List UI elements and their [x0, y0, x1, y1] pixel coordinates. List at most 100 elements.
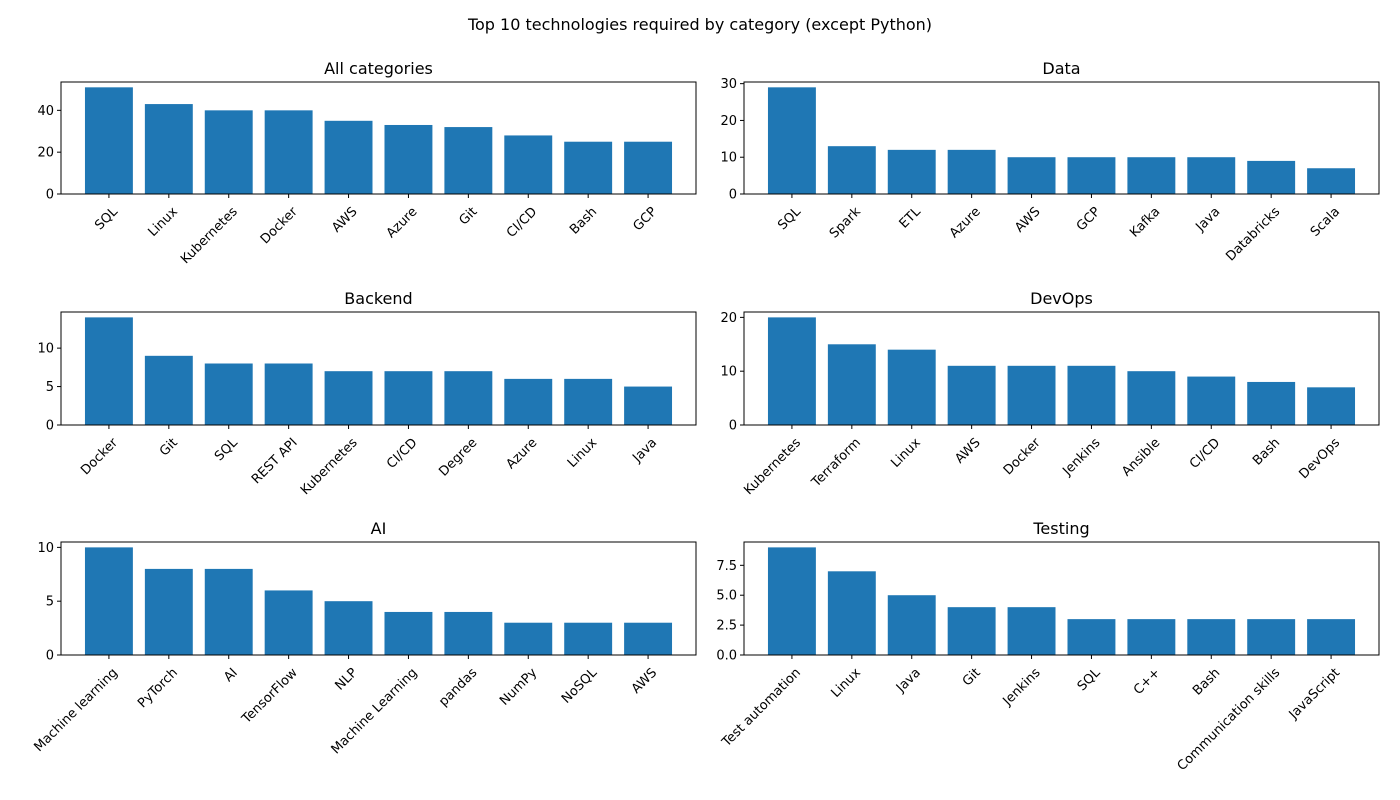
- x-tick-label: AWS: [329, 204, 360, 235]
- bar: [767, 317, 816, 425]
- x-tick-label: AI: [221, 665, 241, 685]
- x-tick-label: TensorFlow: [239, 665, 301, 727]
- x-tick-label: DevOps: [1296, 435, 1343, 482]
- x-tick-label: Kubernetes: [298, 435, 361, 498]
- bar: [564, 378, 613, 425]
- x-tick-label: Git: [457, 204, 481, 228]
- y-tick-label: 0: [729, 419, 737, 434]
- y-tick-label: 10: [720, 151, 737, 166]
- y-tick-label: 0: [46, 649, 54, 664]
- x-tick-label: Kafka: [1127, 204, 1163, 240]
- x-tick-label: Databricks: [1223, 204, 1283, 264]
- bar: [1007, 607, 1056, 655]
- y-tick-label: 5.0: [716, 589, 737, 604]
- x-tick-label: pandas: [436, 665, 480, 709]
- bar: [84, 547, 133, 655]
- y-tick-label: 10: [720, 365, 737, 380]
- bar: [84, 87, 133, 194]
- y-tick-label: 0: [46, 419, 54, 434]
- x-tick-label: AWS: [629, 665, 660, 696]
- y-tick-label: 40: [37, 104, 54, 119]
- bar: [887, 595, 936, 655]
- bar: [947, 607, 996, 655]
- bar: [1187, 376, 1236, 425]
- x-tick-label: Linux: [829, 665, 865, 701]
- chart-panel-5: Testing 0.0 2.5 5.0 7.5 Test automation Linux J…: [716, 519, 1380, 774]
- bar: [144, 355, 193, 425]
- x-tick-label: Azure: [384, 204, 421, 241]
- y-tick-label: 20: [37, 146, 54, 161]
- y-tick-label: 0: [46, 188, 54, 203]
- panel-title: Backend: [344, 289, 412, 308]
- bar: [504, 378, 553, 425]
- x-tick-label: Java: [629, 435, 660, 466]
- bar: [144, 568, 193, 655]
- axes-frame: [60, 311, 697, 426]
- x-tick-label: Java: [1193, 204, 1224, 235]
- axes-frame: [743, 311, 1380, 426]
- bar: [767, 87, 816, 194]
- bar: [144, 104, 193, 194]
- bar: [1067, 619, 1116, 655]
- bar: [384, 371, 433, 425]
- y-tick-label: 20: [720, 114, 737, 129]
- x-tick-label: PyTorch: [135, 665, 181, 711]
- x-tick-label: Java: [893, 665, 924, 696]
- x-tick-label: Jenkins: [1000, 665, 1044, 709]
- bar: [1007, 157, 1056, 194]
- axes-frame: [60, 81, 697, 195]
- bar: [827, 344, 876, 425]
- x-tick-label: CI/CD: [384, 435, 420, 471]
- bar: [624, 386, 673, 425]
- y-tick-label: 7.5: [716, 559, 737, 574]
- x-tick-label: Docker: [1001, 435, 1044, 478]
- bar: [264, 590, 313, 655]
- bar: [1307, 387, 1356, 425]
- bar: [1247, 619, 1296, 655]
- bar: [624, 141, 673, 194]
- x-tick-label: Docker: [78, 435, 121, 478]
- bar: [624, 622, 673, 655]
- bar: [504, 622, 553, 655]
- x-tick-label: AWS: [1012, 204, 1043, 235]
- x-tick-label: NoSQL: [559, 665, 601, 707]
- bar: [504, 135, 553, 194]
- chart-panel-3: DevOps 0 10 20 Kubernetes Terraform Linux AWS Do…: [720, 289, 1380, 498]
- y-tick-label: 0: [729, 188, 737, 203]
- bar: [827, 571, 876, 655]
- y-tick-label: 0.0: [716, 649, 737, 664]
- bar: [324, 371, 373, 425]
- x-tick-label: Spark: [827, 204, 864, 241]
- bar: [204, 110, 253, 194]
- chart-panel-1: Data 0 10 20 30 SQL Spark ETL Azure AWS GCP Kafka Ja…: [720, 59, 1380, 264]
- x-tick-label: AWS: [952, 435, 983, 466]
- y-tick-label: 10: [37, 541, 54, 556]
- y-tick-label: 5: [46, 595, 54, 610]
- bar: [887, 349, 936, 425]
- axes-frame: [743, 81, 1380, 195]
- bar: [947, 365, 996, 425]
- x-tick-label: Git: [157, 435, 181, 459]
- bar: [1127, 157, 1176, 194]
- x-tick-label: Bash: [1250, 435, 1283, 468]
- bar: [1187, 619, 1236, 655]
- x-tick-label: NumPy: [497, 665, 540, 708]
- x-tick-label: Linux: [146, 204, 182, 240]
- x-tick-label: Terraform: [808, 435, 863, 490]
- bar: [1187, 157, 1236, 194]
- x-tick-label: SQL: [775, 204, 804, 233]
- x-tick-label: ETL: [897, 204, 925, 232]
- bar: [1247, 381, 1296, 425]
- x-tick-label: C++: [1131, 665, 1163, 697]
- bar: [564, 141, 613, 194]
- bar: [204, 363, 253, 425]
- bar: [444, 611, 493, 655]
- x-tick-label: Azure: [947, 204, 984, 241]
- bar: [1307, 619, 1356, 655]
- bar: [264, 110, 313, 194]
- panel-title: AI: [371, 519, 387, 538]
- x-tick-label: Degree: [436, 435, 480, 479]
